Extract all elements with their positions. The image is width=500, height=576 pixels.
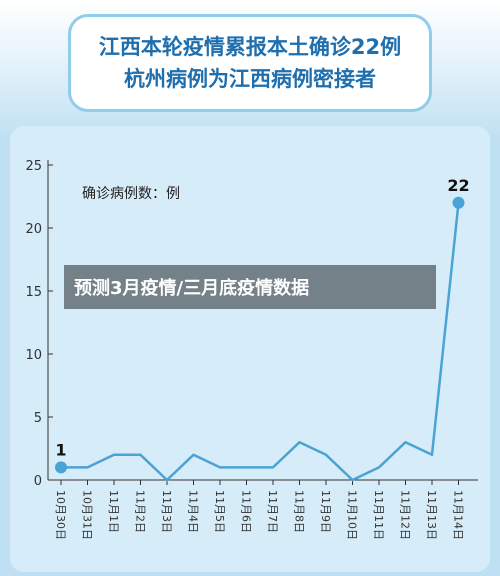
- data-label: 22: [447, 176, 469, 195]
- y-axis-note: 确诊病例数：例: [82, 186, 180, 202]
- y-ticks: 0 5 10 15 20 25: [25, 159, 53, 489]
- x-tick-label: 11月13日: [425, 490, 438, 540]
- data-labels: 1 22: [55, 176, 469, 460]
- x-tick-label: 11月2日: [134, 490, 147, 533]
- title-line-2: 杭州病例为江西病例密接者: [124, 67, 376, 91]
- x-tick-label: 11月12日: [399, 490, 412, 540]
- x-tick-label: 11月9日: [319, 490, 332, 533]
- y-tick-label: 25: [25, 159, 42, 174]
- x-tick-label: 10月30日: [54, 490, 67, 540]
- x-tick-label: 11月7日: [266, 490, 279, 533]
- y-tick-label: 10: [25, 348, 42, 363]
- data-points: [55, 196, 465, 474]
- x-tick-label: 11月4日: [187, 490, 200, 533]
- data-point: [55, 461, 67, 474]
- x-tick-label: 11月11日: [372, 490, 385, 540]
- y-tick-label: 0: [34, 474, 42, 489]
- title-card: 江西本轮疫情累报本土确诊22例 杭州病例为江西病例密接者: [68, 14, 432, 112]
- title-line-1: 江西本轮疫情累报本土确诊22例: [98, 35, 402, 59]
- x-tick-label: 10月31日: [81, 490, 94, 540]
- x-tick-label: 11月5日: [213, 490, 226, 533]
- x-tick-label: 11月1日: [107, 490, 120, 533]
- y-tick-label: 20: [25, 222, 42, 237]
- data-label: 1: [55, 440, 66, 459]
- watermark-banner: 预测3月疫情/三月底疫情数据: [64, 265, 436, 309]
- x-tick-label: 11月3日: [160, 490, 173, 533]
- y-tick-label: 5: [34, 411, 42, 426]
- series-line: [61, 202, 460, 482]
- x-tick-label: 11月6日: [240, 490, 253, 533]
- x-tick-label: 11月8日: [293, 490, 306, 533]
- y-tick-label: 15: [25, 285, 42, 300]
- x-tick-label: 11月10日: [346, 490, 359, 540]
- chart-panel: [10, 126, 490, 572]
- x-ticks: 10月30日 10月31日 11月1日 11月2日 11月3日 11月4日 11月5日 11月…: [54, 480, 465, 540]
- x-tick-label: 11月14日: [452, 490, 465, 540]
- banner-text: 预测3月疫情/三月底疫情数据: [74, 278, 310, 299]
- data-point: [452, 196, 465, 209]
